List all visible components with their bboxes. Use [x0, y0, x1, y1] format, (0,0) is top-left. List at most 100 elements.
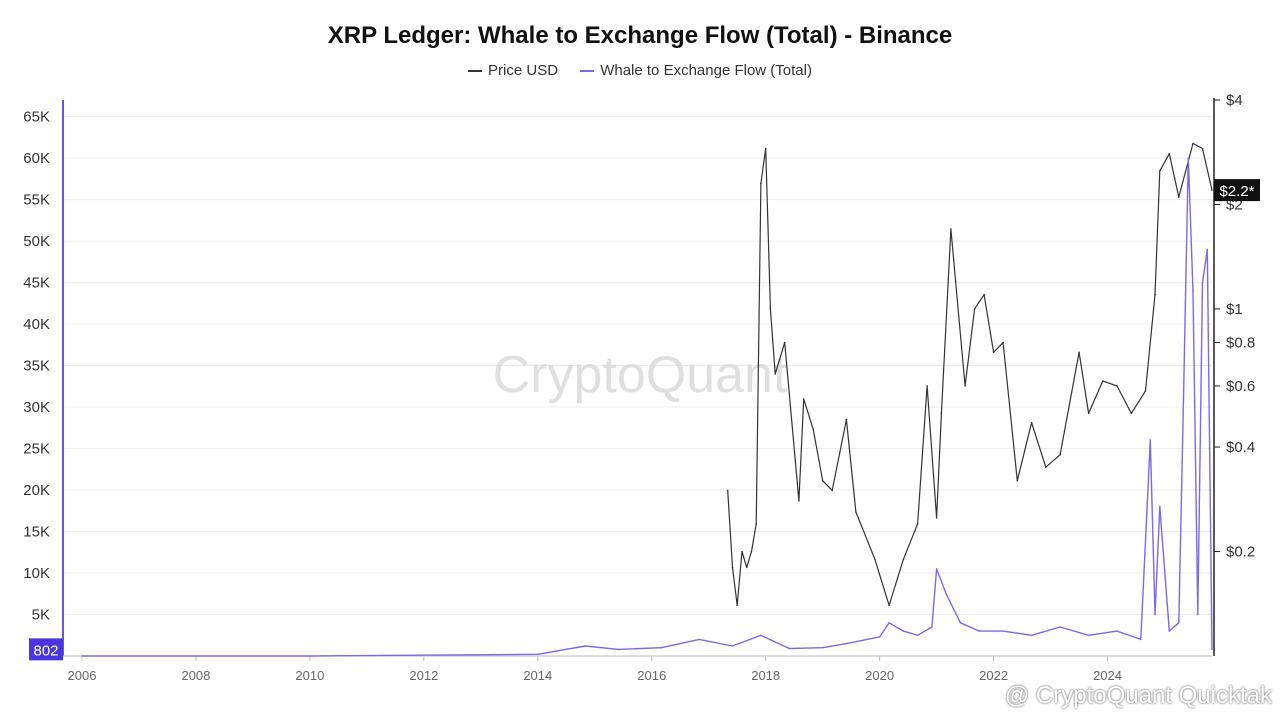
- series-point-whale-flow: [1211, 648, 1213, 651]
- left-tick-label: 65K: [23, 109, 50, 126]
- series-point-whale-flow: [878, 636, 881, 638]
- series-point-whale-flow: [1197, 613, 1199, 616]
- series-point-price: [745, 566, 748, 569]
- right-tick-label: $0.4: [1226, 439, 1255, 456]
- x-tick-label: 2022: [979, 668, 1008, 683]
- chart-legend[interactable]: Price USD Whale to Exchange Flow (Total): [0, 62, 1280, 79]
- series-point-whale-flow: [731, 645, 734, 647]
- right-axis: $0.2$0.4$0.6$0.8$1$2$4: [1213, 92, 1255, 656]
- right-current-badge: [1214, 179, 1260, 202]
- series-point-whale-flow: [1159, 505, 1161, 508]
- right-tick-label: $0.6: [1226, 378, 1255, 395]
- series-point-price: [726, 489, 729, 492]
- series-point-price: [736, 604, 738, 607]
- x-tick-label: 2012: [409, 668, 438, 683]
- series-point-price: [760, 182, 762, 185]
- series-point-price: [902, 558, 905, 561]
- left-axis: 5K 10K 15K 20K 25K 30K 35K 40K 45K 50K 55K 60K 65K: [23, 100, 64, 656]
- series-point-whale-flow: [1182, 397, 1185, 400]
- series-point-price: [950, 228, 952, 230]
- series-line-price: [727, 142, 1213, 606]
- series-point-whale-flow: [978, 630, 981, 632]
- series-point-whale-flow: [1168, 630, 1171, 632]
- series-point-price: [831, 489, 833, 492]
- series-point-price: [1078, 351, 1080, 354]
- series-point-price: [1168, 153, 1171, 155]
- series-point-whale-flow: [1087, 634, 1090, 637]
- series-point-whale-flow: [1192, 290, 1194, 292]
- series-point-whale-flow: [1002, 630, 1004, 632]
- series-point-whale-flow: [698, 638, 700, 641]
- series-point-whale-flow: [902, 630, 905, 632]
- series-point-whale-flow: [1030, 634, 1033, 637]
- series-point-whale-flow: [1059, 626, 1061, 628]
- left-tick-label: 60K: [23, 150, 50, 167]
- series-point-whale-flow: [788, 647, 791, 650]
- series-point-price: [1130, 412, 1133, 415]
- series-point-whale-flow: [888, 622, 890, 624]
- series-point-price: [821, 479, 824, 482]
- series-point-whale-flow: [916, 634, 919, 637]
- right-current-label: $2.2*: [1219, 183, 1254, 200]
- series-point-price: [935, 517, 938, 519]
- left-tick-label: 40K: [23, 316, 50, 333]
- x-tick-label: 2016: [637, 668, 666, 683]
- series-point-whale-flow: [1178, 622, 1180, 624]
- left-current-badge: [29, 638, 63, 661]
- series-point-price: [964, 385, 966, 387]
- footer-credit: @ CryptoQuant Quicktak: [1004, 682, 1272, 709]
- series-point-whale-flow: [821, 646, 824, 649]
- series-point-price: [983, 293, 985, 296]
- series-point-price: [855, 511, 857, 513]
- current-value-badges: 802 $2.2*: [29, 179, 1260, 661]
- watermark: CryptoQuant: [493, 346, 788, 404]
- series-point-whale-flow: [617, 648, 620, 651]
- x-axis: 2006 2008 2010 2012 2014 2016 2018 2020 2022 2024: [63, 655, 1212, 683]
- left-tick-label: 30K: [23, 399, 50, 416]
- left-tick-label: 10K: [23, 565, 50, 582]
- series-point-price: [731, 566, 734, 569]
- left-tick-label: 35K: [23, 358, 50, 375]
- series-point-price: [1144, 390, 1147, 392]
- series-point-whale-flow: [537, 653, 539, 656]
- series-point-price: [1030, 421, 1033, 424]
- series-point-price: [1059, 454, 1061, 456]
- series-point-whale-flow: [1201, 281, 1204, 284]
- series-point-price: [1045, 466, 1047, 469]
- series-point-price: [812, 428, 814, 431]
- x-tick-label: 2010: [295, 668, 324, 683]
- series-point-price: [973, 308, 976, 310]
- left-tick-label: 50K: [23, 233, 50, 250]
- series-point-whale-flow: [1116, 630, 1118, 632]
- series-point-whale-flow: [1206, 248, 1209, 251]
- series-point-whale-flow: [959, 622, 962, 624]
- series-point-price: [783, 341, 786, 344]
- series-point-price: [1116, 385, 1118, 387]
- grid-lines: [63, 116, 1212, 616]
- series-point-price: [1159, 170, 1161, 172]
- series-point-price: [1211, 189, 1213, 191]
- series-point-price: [750, 550, 753, 553]
- series-point-price: [798, 500, 800, 502]
- legend-label-whale-flow: Whale to Exchange Flow (Total): [600, 62, 812, 79]
- left-tick-label: 25K: [23, 441, 50, 458]
- legend-swatch-whale-flow: [580, 70, 595, 73]
- legend-item-whale-flow[interactable]: Whale to Exchange Flow (Total): [580, 62, 812, 79]
- left-tick-label: 15K: [23, 524, 50, 541]
- right-tick-label: $4: [1226, 92, 1243, 109]
- series-point-price: [764, 147, 767, 150]
- legend-item-price[interactable]: Price USD: [468, 62, 558, 79]
- right-tick-label: $0.2: [1226, 544, 1255, 561]
- series-point-whale-flow: [845, 642, 848, 645]
- series-point-price: [992, 351, 995, 354]
- series-point-price: [755, 523, 757, 525]
- series-point-price: [1201, 147, 1204, 150]
- series-point-price: [1154, 293, 1156, 296]
- series-point-whale-flow: [1187, 157, 1190, 159]
- series-point-whale-flow: [660, 646, 662, 649]
- series-point-whale-flow: [81, 655, 83, 657]
- series-point-whale-flow: [1149, 439, 1152, 442]
- series-point-price: [1002, 341, 1004, 344]
